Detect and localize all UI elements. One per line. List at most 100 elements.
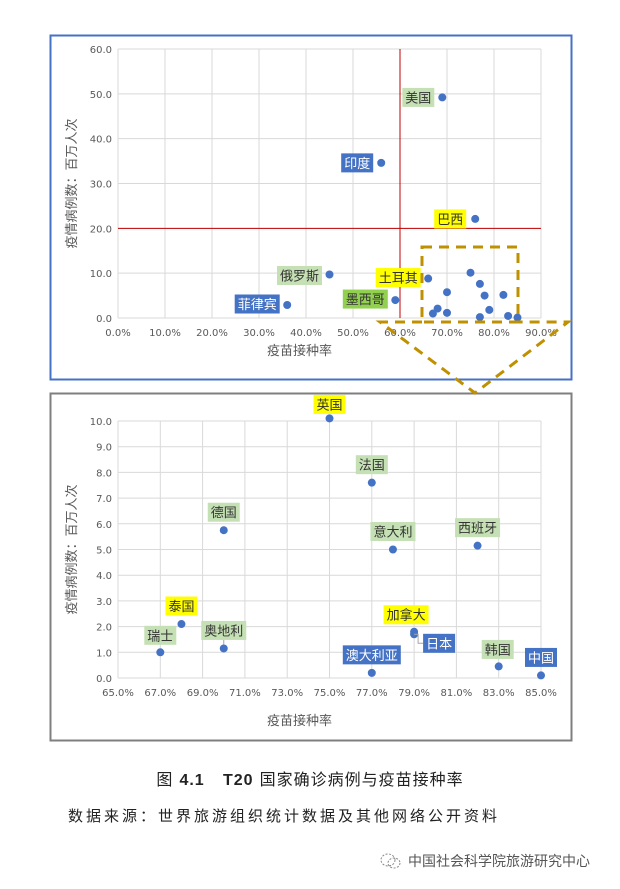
data-point [475,279,484,288]
data-point [513,313,522,322]
x-tick-label: 60.0% [384,328,416,339]
data-label: 加拿大 [387,608,426,624]
y-tick-label: 60.0 [90,45,112,56]
data-label-box [234,294,280,314]
detail-chart: 65.0% 67.0% 69.0% 71.0% 73.0% 75.0% 77.0% 79.0%… [64,394,557,729]
data-point [219,644,228,653]
data-point [325,270,334,279]
x-tick-label: 77.0% [356,688,388,699]
data-label: 土耳其 [379,272,418,287]
data-label: 奥地利 [204,624,243,639]
x-tick-label: 10.0% [149,328,181,339]
caption-prefix: 图 [156,770,174,789]
zoom-pointer [375,320,573,395]
y-axis-title: 疫情病例数：百万人次 [64,118,80,248]
x-tick-label: 85.0% [525,688,557,699]
data-label: 意大利 [373,525,412,541]
data-label: 西班牙 [458,522,497,537]
x-tick-label: 79.0% [398,688,430,699]
zoom-callout [375,245,573,395]
data-label-box [455,518,501,538]
y-tick-label: 1.0 [96,648,112,659]
watermark: 中国社会科学院旅游研究中心 [380,851,590,871]
y-tick-label: 5.0 [96,546,112,557]
data-label-box [277,266,322,286]
x-axis-title: 疫苗接种率 [267,713,332,729]
x-tick-label: 67.0% [144,688,176,699]
y-tick-label: 50.0 [90,90,112,101]
data-point [367,478,376,487]
data-label: 韩国 [485,643,511,658]
data-label: 泰国 [168,600,194,615]
figure-caption: 图 4.1 T20 国家确诊病例与疫苗接种率 [0,766,620,790]
data-label-box [423,633,456,653]
data-label: 法国 [359,459,385,474]
data-label: 德国 [211,506,237,521]
data-label-box [207,502,240,522]
y-tick-label: 3.0 [96,597,112,608]
x-tick-label: 83.0% [483,688,515,699]
x-tick-label: 81.0% [441,688,473,699]
y-tick-label: 0.0 [96,674,112,685]
y-tick-label: 40.0 [90,135,112,146]
x-tick-label: 90.0% [525,328,557,339]
data-label: 瑞士 [147,629,173,644]
x-tick-label: 80.0% [478,328,510,339]
data-label: 英国 [316,398,342,413]
data-label-box [402,87,435,107]
data-point [367,668,376,677]
y-tick-label: 8.0 [96,468,112,479]
data-point [499,290,508,299]
data-point [537,671,545,680]
data-label: 美国 [405,91,431,106]
data-label: 俄罗斯 [280,270,319,285]
caption-number: 4.1 [179,772,205,789]
y-tick-label: 20.0 [90,224,112,235]
data-point [388,545,397,554]
data-label-box [342,645,401,665]
data-label-box [341,153,374,173]
data-label: 墨西哥 [346,293,385,308]
caption-text: 国家确诊病例与疫苗接种率 [259,770,464,789]
x-tick-label: 40.0% [290,328,322,339]
x-tick-label: 69.0% [187,688,219,699]
y-tick-label: 4.0 [96,571,112,582]
x-tick-label: 73.0% [271,688,303,699]
data-point [471,214,480,223]
leader-line [414,633,424,644]
y-tick-label: 0.0 [96,314,112,325]
data-point [424,274,433,283]
data-label-box [165,596,198,616]
data-point [428,309,437,318]
data-label-box [525,647,557,667]
overview-chart: 0.0% 10.0% 20.0% 30.0% 40.0% 50.0% 60.0% 70.0% 8… [64,45,557,359]
data-point [473,541,482,550]
y-axis-title: 疫情病例数：百万人次 [64,484,80,614]
data-point [443,288,451,297]
data-point [391,296,400,305]
data-label: 巴西 [437,213,463,228]
data-label: 澳大利亚 [346,648,398,664]
data-label-box [313,394,346,414]
data-point [438,93,447,102]
data-point [177,620,186,629]
data-point [156,648,165,657]
data-label-box [201,620,247,640]
data-point [325,414,334,423]
data-point [485,305,494,314]
data-label-box [342,289,388,309]
data-label-box [355,455,388,475]
data-label-box [144,625,177,645]
detail-chart-frame [49,392,573,742]
data-label-box [481,639,514,659]
x-tick-label: 71.0% [229,688,261,699]
x-tick-label: 70.0% [431,328,463,339]
x-tick-label: 30.0% [243,328,275,339]
data-point [475,313,484,322]
data-label-box [375,268,421,288]
data-label: 菲律宾 [238,297,277,313]
data-point [283,300,292,309]
y-tick-label: 10.0 [90,417,112,428]
y-tick-label: 2.0 [96,623,112,634]
